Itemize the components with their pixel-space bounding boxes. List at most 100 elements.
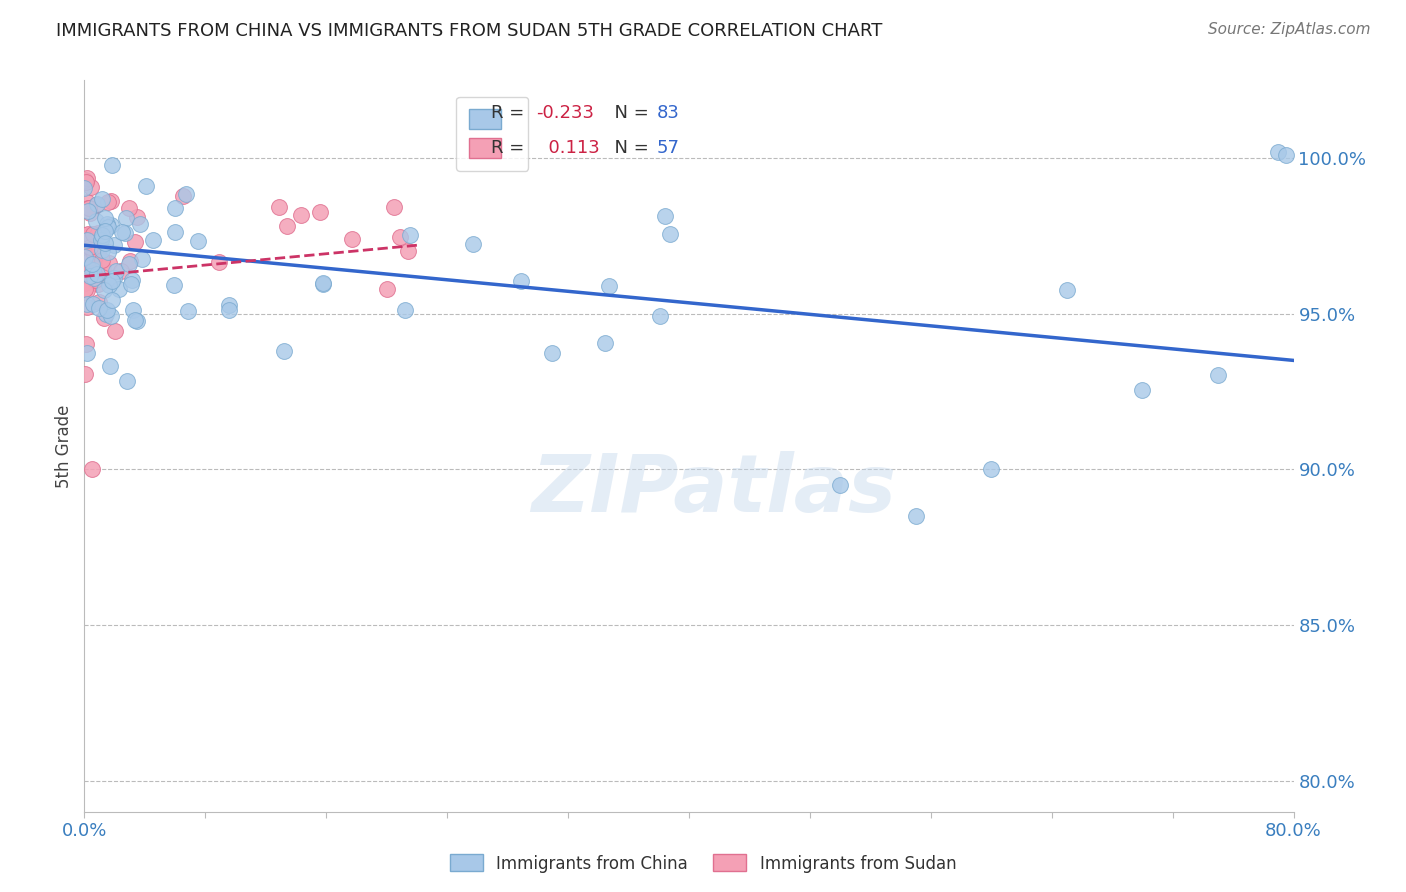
Point	[93, 283, 115, 297]
Point	[79, 239, 101, 253]
Point	[76, 171, 98, 186]
Point	[124, 235, 146, 249]
Point	[463, 237, 485, 252]
Text: IMMIGRANTS FROM CHINA VS IMMIGRANTS FROM SUDAN 5TH GRADE CORRELATION CHART: IMMIGRANTS FROM CHINA VS IMMIGRANTS FROM…	[56, 22, 883, 40]
Point	[86, 267, 108, 281]
Point	[90, 228, 112, 243]
Point	[1056, 283, 1078, 297]
Point	[121, 273, 143, 287]
Text: Source: ZipAtlas.com: Source: ZipAtlas.com	[1208, 22, 1371, 37]
Point	[79, 228, 101, 243]
Point	[75, 337, 97, 351]
Point	[96, 303, 118, 318]
Point	[87, 277, 110, 291]
Point	[510, 274, 533, 288]
Point	[75, 367, 97, 381]
Point	[830, 478, 852, 492]
Point	[165, 225, 187, 239]
Point	[76, 194, 98, 209]
Point	[128, 217, 150, 231]
Point	[80, 249, 103, 263]
Point	[131, 252, 153, 266]
Legend: , : ,	[456, 96, 529, 170]
Point	[93, 236, 115, 251]
Point	[1267, 145, 1289, 159]
Point	[87, 226, 110, 240]
Text: N =: N =	[603, 138, 655, 157]
Point	[91, 243, 114, 257]
Point	[375, 282, 398, 296]
Point	[90, 233, 112, 247]
Point	[79, 268, 101, 283]
Point	[142, 233, 165, 247]
Point	[80, 258, 103, 272]
Point	[163, 277, 186, 292]
Point	[91, 229, 114, 244]
Point	[187, 234, 209, 248]
Point	[388, 230, 411, 244]
Point	[82, 227, 104, 241]
Point	[108, 282, 131, 296]
Point	[101, 157, 124, 171]
Point	[75, 228, 97, 243]
Point	[110, 264, 132, 278]
Point	[103, 237, 125, 252]
Point	[73, 181, 96, 195]
Point	[309, 205, 332, 219]
Point	[97, 278, 120, 293]
Point	[103, 271, 125, 285]
Point	[84, 273, 107, 287]
Point	[97, 195, 120, 210]
Text: 0.113: 0.113	[537, 138, 599, 157]
Point	[276, 219, 298, 233]
Point	[135, 178, 157, 193]
Point	[124, 313, 146, 327]
Point	[87, 227, 110, 242]
Point	[77, 201, 100, 215]
Point	[94, 211, 117, 225]
Point	[79, 252, 101, 267]
Text: 83: 83	[657, 104, 679, 122]
Text: N =: N =	[603, 104, 655, 122]
Point	[118, 202, 141, 216]
Point	[117, 374, 139, 388]
Point	[83, 268, 105, 282]
Text: -0.233: -0.233	[537, 104, 595, 122]
Point	[84, 214, 107, 228]
Point	[118, 257, 141, 271]
Point	[75, 250, 97, 264]
Point	[84, 198, 107, 212]
Point	[101, 293, 124, 307]
Point	[80, 462, 103, 476]
Text: ZIPatlas: ZIPatlas	[530, 450, 896, 529]
Point	[79, 206, 101, 220]
Point	[97, 220, 120, 235]
Point	[98, 256, 121, 270]
Point	[76, 300, 98, 314]
Point	[208, 255, 231, 269]
Point	[396, 244, 419, 258]
Point	[174, 186, 197, 201]
Point	[76, 259, 98, 273]
Point	[398, 228, 420, 243]
Point	[94, 224, 117, 238]
Point	[91, 260, 114, 275]
Point	[100, 218, 122, 232]
Point	[77, 201, 100, 215]
Point	[75, 175, 97, 189]
Point	[83, 247, 105, 261]
Point	[87, 301, 110, 315]
Point	[98, 359, 121, 373]
Y-axis label: 5th Grade: 5th Grade	[55, 404, 73, 488]
Point	[83, 271, 105, 285]
Point	[312, 276, 335, 290]
Legend: Immigrants from China, Immigrants from Sudan: Immigrants from China, Immigrants from S…	[443, 847, 963, 880]
Point	[1132, 384, 1154, 398]
Point	[96, 307, 118, 321]
Point	[93, 311, 115, 326]
Point	[342, 232, 364, 246]
Point	[1275, 148, 1298, 162]
Point	[104, 324, 127, 338]
Point	[76, 297, 98, 311]
Point	[100, 309, 122, 323]
